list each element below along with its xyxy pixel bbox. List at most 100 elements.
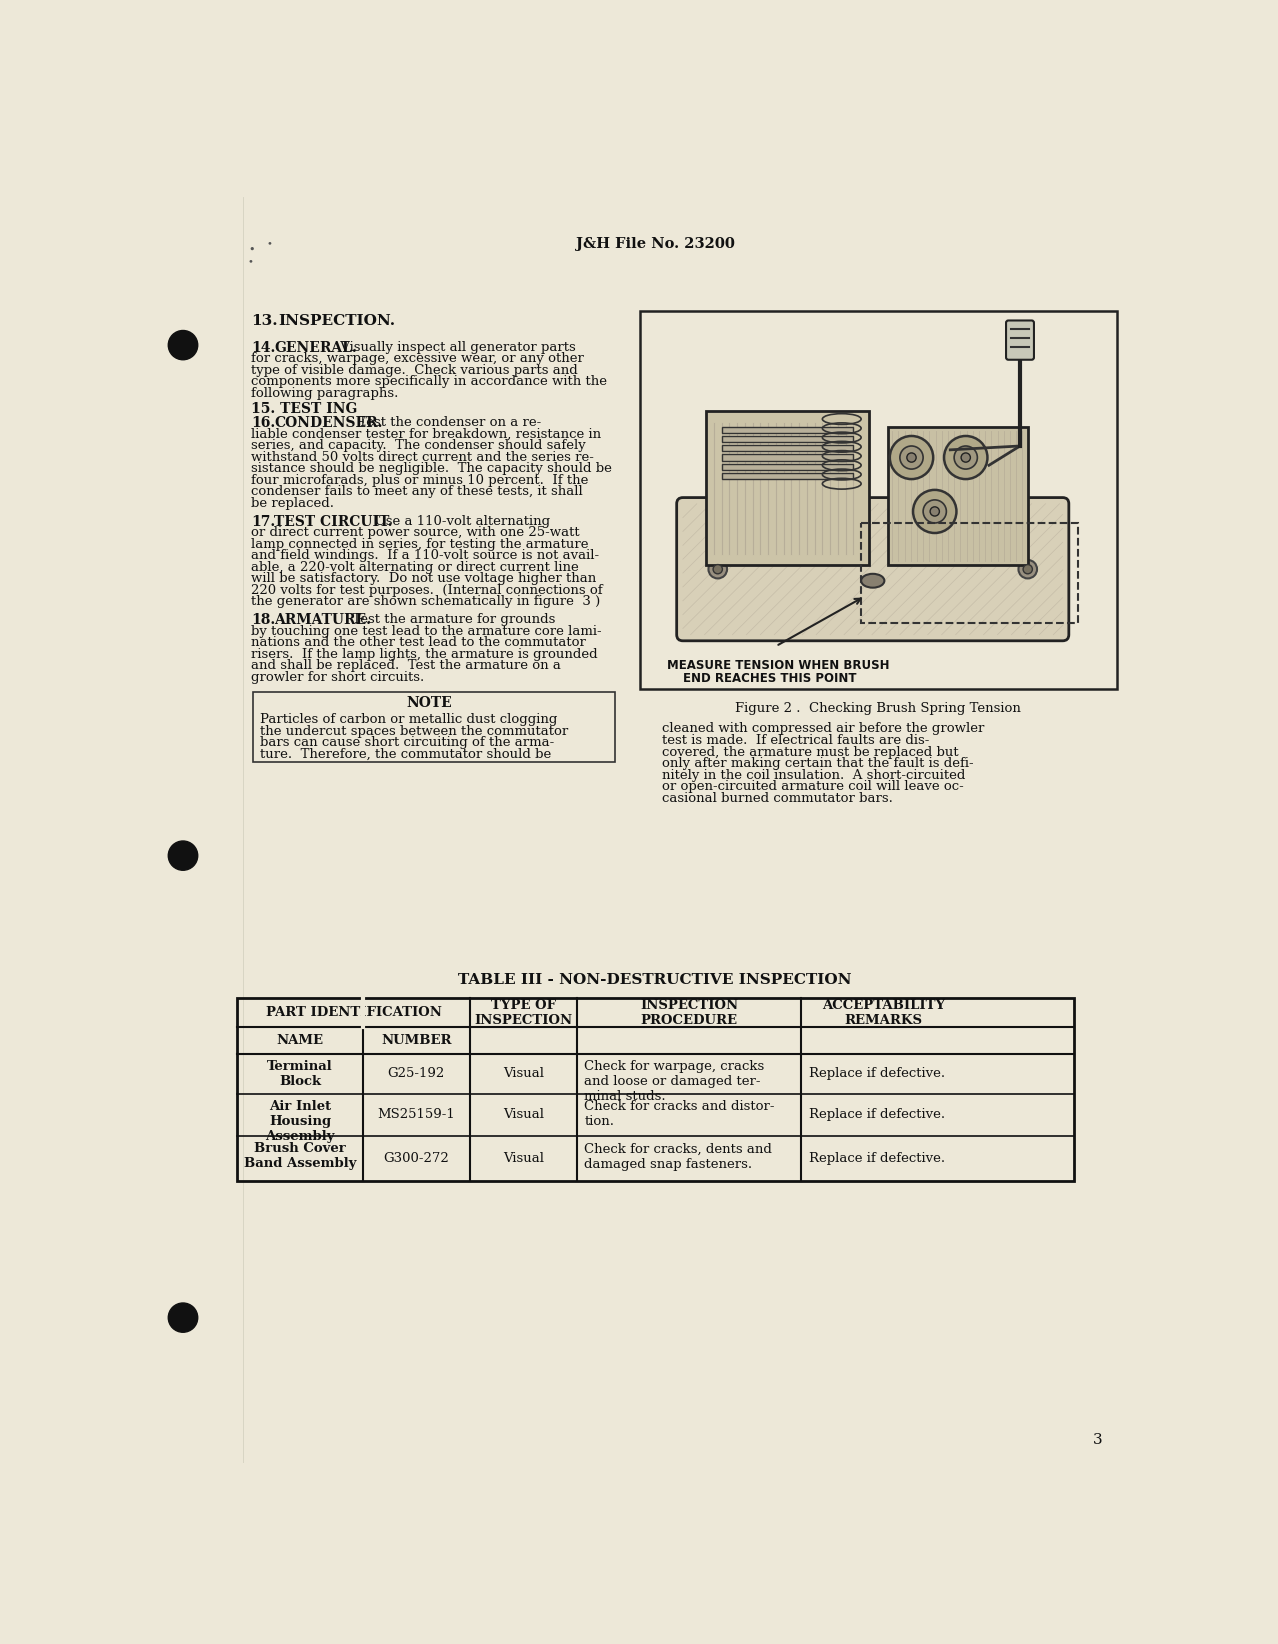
Text: following paragraphs.: following paragraphs. [252,386,399,399]
Text: TABLE III - NON-DESTRUCTIVE INSPECTION: TABLE III - NON-DESTRUCTIVE INSPECTION [459,973,851,988]
Text: cleaned with compressed air before the growler: cleaned with compressed air before the g… [662,722,984,735]
Text: by touching one test lead to the armature core lami-: by touching one test lead to the armatur… [252,625,602,638]
Circle shape [923,500,947,523]
Text: INSPECTION.: INSPECTION. [279,314,395,329]
Text: bars can cause short circuiting of the arma-: bars can cause short circuiting of the a… [261,737,555,750]
Text: Visually inspect all generator parts: Visually inspect all generator parts [336,340,576,353]
Text: PART IDENTIFICATION: PART IDENTIFICATION [266,1006,441,1019]
FancyBboxPatch shape [888,427,1028,566]
Text: Particles of carbon or metallic dust clogging: Particles of carbon or metallic dust clo… [261,713,558,727]
Text: or open-circuited armature coil will leave oc-: or open-circuited armature coil will lea… [662,781,964,792]
Text: Replace if defective.: Replace if defective. [809,1108,946,1121]
Text: Replace if defective.: Replace if defective. [809,1152,946,1164]
Bar [238,998,1075,1180]
Text: risers.  If the lamp lights, the armature is grounded: risers. If the lamp lights, the armature… [252,648,598,661]
Text: NUMBER: NUMBER [381,1034,451,1047]
Text: NAME: NAME [276,1034,323,1047]
Text: TYPE OF
INSPECTION: TYPE OF INSPECTION [474,998,573,1028]
Text: Check for cracks and distor-
tion.: Check for cracks and distor- tion. [584,1100,774,1128]
Text: type of visible damage.  Check various parts and: type of visible damage. Check various pa… [252,363,578,376]
Text: 14.: 14. [252,340,276,355]
Text: will be satisfactory.  Do not use voltage higher than: will be satisfactory. Do not use voltage… [252,572,597,585]
Text: MS25159-1: MS25159-1 [377,1108,455,1121]
Bar [253,692,616,763]
Bar [722,454,854,460]
Text: the generator are shown schematically in figure  3 ): the generator are shown schematically in… [252,595,601,608]
Text: Use a 110-volt alternating: Use a 110-volt alternating [366,515,550,528]
Circle shape [889,436,933,478]
Text: 13.: 13. [252,314,277,329]
Text: •: • [249,245,256,255]
Circle shape [1024,564,1033,574]
Circle shape [955,446,978,469]
Text: INSPECTION
PROCEDURE: INSPECTION PROCEDURE [640,998,739,1028]
Text: for cracks, warpage, excessive wear, or any other: for cracks, warpage, excessive wear, or … [252,352,584,365]
Text: Brush Cover
Band Assembly: Brush Cover Band Assembly [244,1143,357,1171]
Text: four microfarads, plus or minus 10 percent.  If the: four microfarads, plus or minus 10 perce… [252,473,589,487]
Text: nations and the other test lead to the commutator: nations and the other test lead to the c… [252,636,587,649]
Text: covered, the armature must be replaced but: covered, the armature must be replaced b… [662,745,958,758]
Text: 15. TEST ING: 15. TEST ING [252,403,358,416]
Text: components more specifically in accordance with the: components more specifically in accordan… [252,375,607,388]
Text: 18.: 18. [252,613,276,626]
Bar [722,473,854,478]
Text: TEST CIRCUIT.: TEST CIRCUIT. [275,515,392,528]
Circle shape [912,490,956,533]
Circle shape [1019,561,1036,579]
Bar [722,464,854,470]
Text: nitely in the coil insulation.  A short-circuited: nitely in the coil insulation. A short-c… [662,769,965,781]
FancyBboxPatch shape [1006,321,1034,360]
Text: ACCEPTABILITY
REMARKS: ACCEPTABILITY REMARKS [822,998,946,1028]
Text: 17.: 17. [252,515,276,528]
Bar [722,427,854,432]
Text: only after making certain that the fault is defi-: only after making certain that the fault… [662,758,974,769]
Text: sistance should be negligible.  The capacity should be: sistance should be negligible. The capac… [252,462,612,475]
Text: Visual: Visual [502,1152,543,1164]
Text: MEASURE TENSION WHEN BRUSH: MEASURE TENSION WHEN BRUSH [667,659,889,672]
Text: Air Inlet
Housing
Assembly: Air Inlet Housing Assembly [266,1100,335,1143]
Text: or direct current power source, with one 25-watt: or direct current power source, with one… [252,526,580,539]
Text: END REACHES THIS POINT: END REACHES THIS POINT [682,672,856,684]
Text: J&H File No. 23200: J&H File No. 23200 [575,237,735,252]
Text: Figure 2 .  Checking Brush Spring Tension: Figure 2 . Checking Brush Spring Tension [735,702,1021,715]
Text: NOTE: NOTE [406,697,452,710]
Circle shape [900,446,923,469]
Text: and field windings.  If a 110-volt source is not avail-: and field windings. If a 110-volt source… [252,549,599,562]
Text: withstand 50 volts direct current and the series re-: withstand 50 volts direct current and th… [252,450,594,464]
Text: and shall be replaced.  Test the armature on a: and shall be replaced. Test the armature… [252,659,561,672]
Text: •: • [267,240,272,248]
Text: able, a 220-volt alternating or direct current line: able, a 220-volt alternating or direct c… [252,561,579,574]
Text: G300-272: G300-272 [383,1152,449,1164]
Circle shape [713,564,722,574]
Ellipse shape [861,574,884,587]
Bar [861,523,1079,623]
Text: growler for short circuits.: growler for short circuits. [252,671,424,684]
Text: G25-192: G25-192 [387,1067,445,1080]
Text: •: • [248,258,253,266]
Text: be replaced.: be replaced. [252,496,335,510]
Text: liable condenser tester for breakdown, resistance in: liable condenser tester for breakdown, r… [252,427,602,441]
Text: ture.  Therefore, the commutator should be: ture. Therefore, the commutator should b… [261,748,552,761]
Text: Visual: Visual [502,1067,543,1080]
Text: Visual: Visual [502,1108,543,1121]
Text: 220 volts for test purposes.  (Internal connections of: 220 volts for test purposes. (Internal c… [252,584,603,597]
Text: ARMATURE.: ARMATURE. [275,613,372,626]
Circle shape [930,506,939,516]
Text: test is made.  If electrical faults are dis-: test is made. If electrical faults are d… [662,733,929,746]
Bar [722,436,854,442]
Text: Check for cracks, dents and
damaged snap fasteners.: Check for cracks, dents and damaged snap… [584,1143,772,1171]
Circle shape [907,452,916,462]
Bar [640,311,1117,689]
FancyBboxPatch shape [676,498,1068,641]
Text: series, and capacity.  The condenser should safely: series, and capacity. The condenser shou… [252,439,585,452]
Text: Terminal
Block: Terminal Block [267,1060,332,1088]
Circle shape [708,561,727,579]
Text: 16.: 16. [252,416,276,431]
Text: CONDENSER.: CONDENSER. [275,416,383,431]
Text: 3: 3 [1093,1434,1103,1447]
Text: lamp connected in series, for testing the armature: lamp connected in series, for testing th… [252,538,589,551]
Text: casional burned commutator bars.: casional burned commutator bars. [662,792,893,804]
Circle shape [169,842,198,870]
Text: the undercut spaces between the commutator: the undercut spaces between the commutat… [261,725,569,738]
Circle shape [169,330,198,360]
